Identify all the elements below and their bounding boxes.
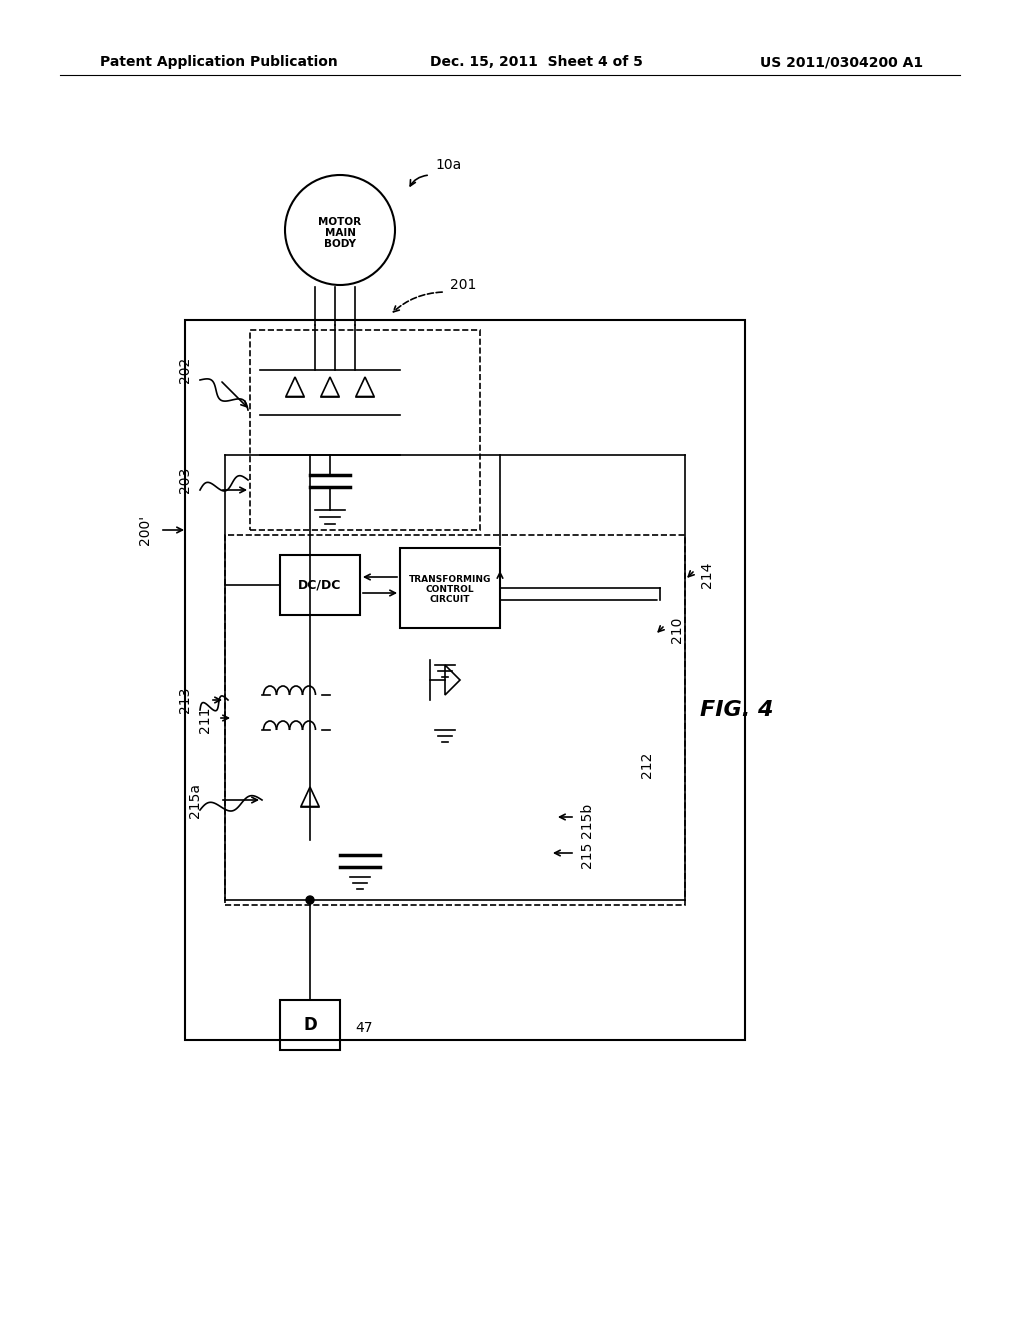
Text: 203: 203: [178, 467, 193, 494]
Text: MOTOR: MOTOR: [318, 216, 361, 227]
Text: FIG. 4: FIG. 4: [700, 700, 773, 719]
Bar: [280, 1001, 340, 1049]
Bar: [250, 330, 480, 531]
Text: CONTROL: CONTROL: [426, 586, 474, 594]
Bar: [185, 319, 745, 1040]
Text: Dec. 15, 2011  Sheet 4 of 5: Dec. 15, 2011 Sheet 4 of 5: [430, 55, 643, 69]
Text: 215b: 215b: [580, 803, 594, 838]
Text: 202: 202: [178, 356, 193, 383]
Text: MAIN: MAIN: [325, 228, 355, 238]
Text: 10a: 10a: [435, 158, 461, 172]
Text: TRANSFORMING: TRANSFORMING: [409, 576, 492, 585]
Text: 215a: 215a: [188, 783, 202, 817]
Text: 210: 210: [670, 616, 684, 643]
Text: 200': 200': [138, 515, 152, 545]
Text: 213: 213: [178, 686, 193, 713]
Circle shape: [306, 896, 314, 904]
Text: 211: 211: [198, 706, 212, 733]
Text: 212: 212: [640, 752, 654, 779]
Bar: [225, 535, 685, 906]
Bar: [280, 554, 360, 615]
Text: 201: 201: [450, 279, 476, 292]
Text: US 2011/0304200 A1: US 2011/0304200 A1: [760, 55, 923, 69]
Text: 47: 47: [355, 1020, 373, 1035]
Text: 214: 214: [700, 562, 714, 589]
Text: 215: 215: [580, 842, 594, 869]
Text: DC/DC: DC/DC: [298, 578, 342, 591]
Text: D: D: [303, 1016, 316, 1034]
Text: BODY: BODY: [324, 239, 356, 249]
Text: CIRCUIT: CIRCUIT: [430, 595, 470, 605]
Bar: [400, 548, 500, 628]
Text: Patent Application Publication: Patent Application Publication: [100, 55, 338, 69]
